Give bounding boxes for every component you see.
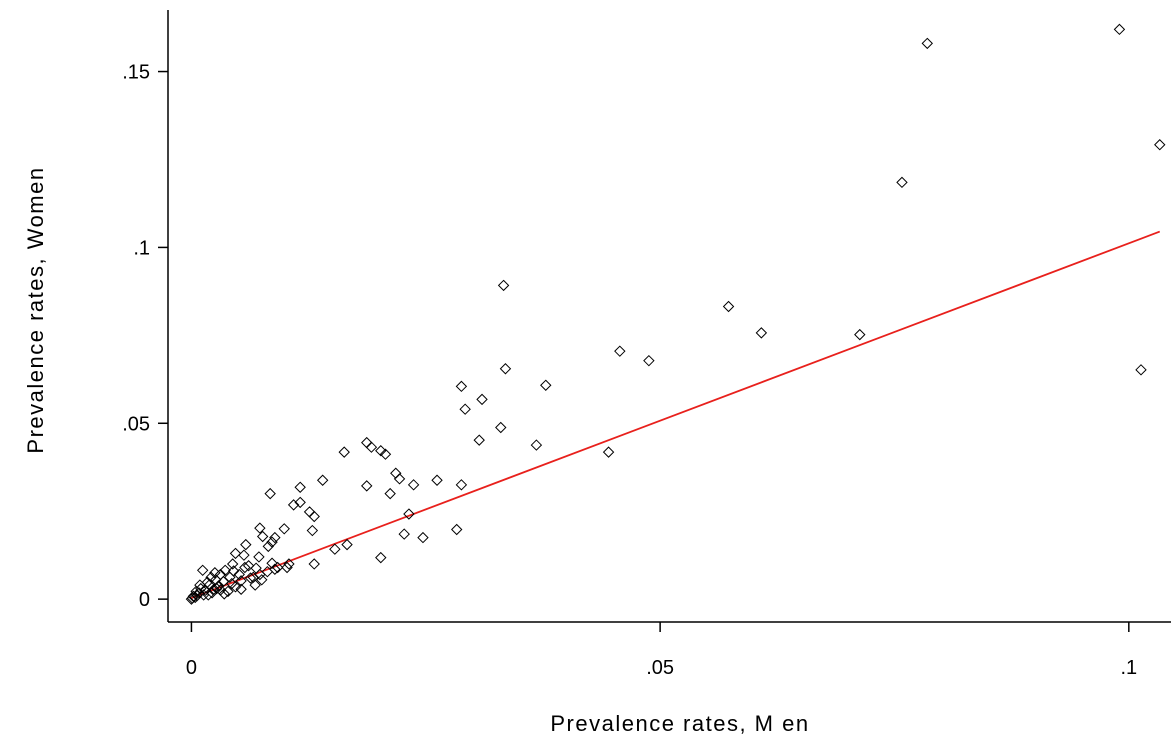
data-point [195, 582, 207, 595]
data-point [308, 558, 320, 570]
data-point [921, 37, 933, 50]
data-point [455, 380, 468, 393]
data-point [266, 557, 278, 569]
data-point [294, 496, 306, 509]
data-point [196, 564, 209, 577]
x-axis-title: Prevalence rates, M en [550, 711, 809, 736]
data-point [244, 572, 257, 584]
data-point [249, 579, 261, 591]
data-point [755, 327, 768, 339]
y-tick-label: .15 [122, 62, 150, 84]
data-point [269, 531, 281, 544]
data-point [256, 574, 268, 586]
data-point [185, 593, 198, 605]
data-point [614, 345, 626, 357]
data-point [643, 354, 655, 367]
data-point [316, 474, 329, 486]
data-point [308, 510, 320, 523]
data-point [499, 363, 512, 375]
data-point [431, 474, 443, 486]
data-point [451, 523, 463, 536]
data-point [473, 434, 485, 446]
data-point [226, 558, 239, 570]
data-point [294, 481, 306, 493]
data-point [254, 522, 266, 534]
data-point [306, 524, 319, 537]
data-point [233, 568, 245, 581]
data-point [1135, 364, 1147, 376]
data-point [341, 538, 353, 551]
x-tick-label: 0 [186, 657, 197, 679]
data-point [896, 176, 908, 189]
data-point [187, 590, 200, 603]
data-point [398, 528, 410, 540]
data-point [393, 473, 406, 485]
data-point [229, 547, 242, 560]
data-point [199, 584, 212, 597]
data-point [854, 328, 866, 341]
data-point [194, 579, 206, 591]
data-point [403, 508, 415, 520]
data-point [459, 403, 471, 415]
data-point [384, 487, 396, 500]
data-point [283, 558, 295, 570]
fit-line [191, 230, 1161, 599]
data-point [329, 543, 341, 555]
data-point [281, 561, 293, 574]
data-point [338, 446, 350, 458]
x-tick-label: .05 [646, 657, 674, 679]
data-point [495, 421, 507, 434]
data-point [497, 279, 510, 292]
data-point [239, 561, 251, 574]
data-point [375, 551, 387, 564]
x-tick-label: .1 [1120, 657, 1137, 679]
y-axis-title: Prevalence rates, Women [23, 166, 48, 453]
data-point [287, 499, 300, 511]
data-point [1154, 139, 1166, 151]
data-point [1113, 23, 1126, 36]
data-point [602, 446, 615, 458]
data-point [722, 300, 735, 313]
data-point [238, 549, 250, 561]
points-layer [185, 23, 1166, 605]
data-point [256, 530, 269, 543]
data-point [540, 379, 552, 391]
data-point [375, 445, 387, 457]
data-point [361, 480, 373, 492]
data-point [227, 565, 240, 577]
data-point [253, 551, 265, 563]
data-point [229, 581, 242, 593]
data-point [365, 441, 378, 453]
data-point [278, 523, 290, 535]
data-point [407, 479, 420, 491]
data-point [303, 506, 316, 518]
data-point [417, 531, 429, 544]
data-point [206, 587, 218, 599]
data-point [189, 591, 201, 604]
data-point [211, 582, 223, 595]
data-point [240, 538, 252, 551]
data-point [530, 439, 543, 451]
data-point [218, 588, 230, 600]
data-point [264, 487, 276, 500]
data-point [202, 589, 215, 601]
data-point [271, 561, 284, 574]
data-point [390, 467, 402, 479]
fit-line-layer [191, 230, 1161, 599]
data-point [361, 436, 373, 449]
y-tick-label: 0 [139, 589, 150, 611]
data-point [242, 560, 255, 572]
y-tick-label: .1 [133, 237, 150, 259]
axes-layer: 0 .05 .1 .15 0 .05 .1 [122, 10, 1171, 679]
data-point [235, 583, 247, 595]
data-point [235, 575, 247, 587]
y-tick-label: .05 [122, 413, 150, 435]
data-point [209, 567, 221, 579]
data-point [261, 565, 274, 578]
data-point [379, 448, 392, 460]
data-point [455, 479, 468, 491]
data-point [476, 393, 488, 406]
data-point [262, 540, 275, 553]
